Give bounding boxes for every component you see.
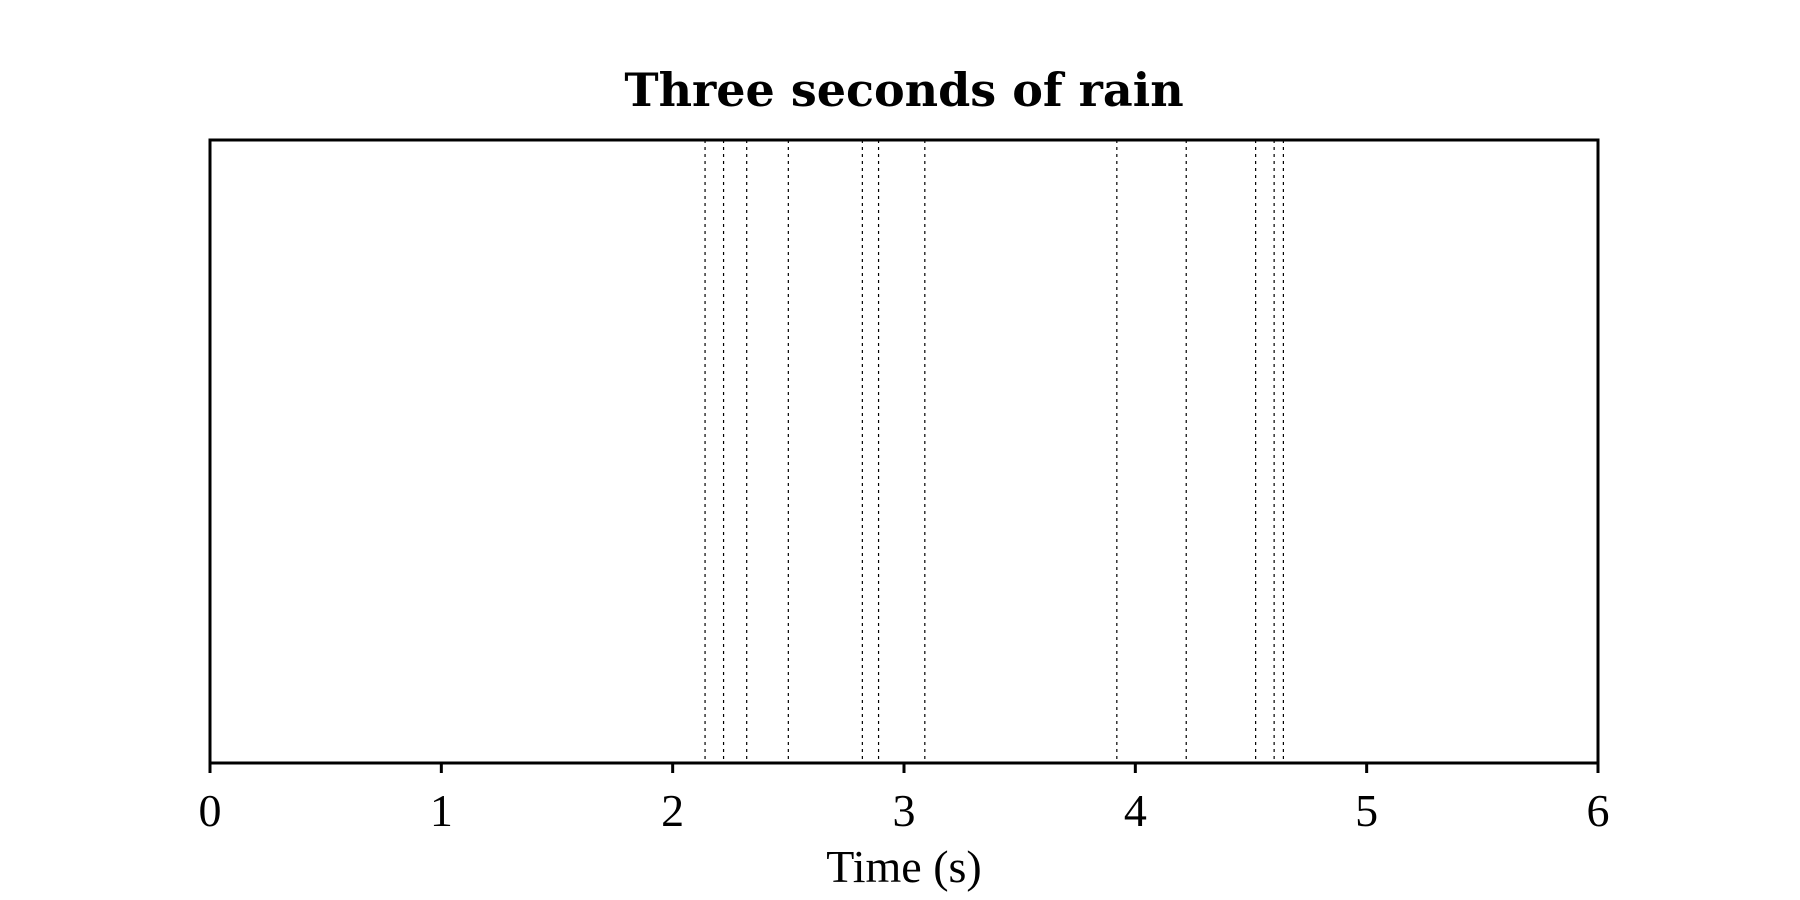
x-tick-label: 5	[1355, 785, 1378, 836]
chart-title: Three seconds of rain	[624, 63, 1183, 117]
x-tick-label: 1	[430, 785, 453, 836]
plot-frame	[208, 138, 1600, 765]
x-tick-label: 0	[199, 785, 222, 836]
x-tick-label: 4	[1124, 785, 1147, 836]
x-tick-label: 2	[661, 785, 684, 836]
x-tick-label: 6	[1587, 785, 1610, 836]
event-lines	[704, 140, 1284, 763]
x-axis-label: Time (s)	[826, 841, 982, 892]
x-tick-label: 3	[893, 785, 916, 836]
x-axis-ticks: 0 1 2 3 4 5 6	[199, 763, 1610, 836]
